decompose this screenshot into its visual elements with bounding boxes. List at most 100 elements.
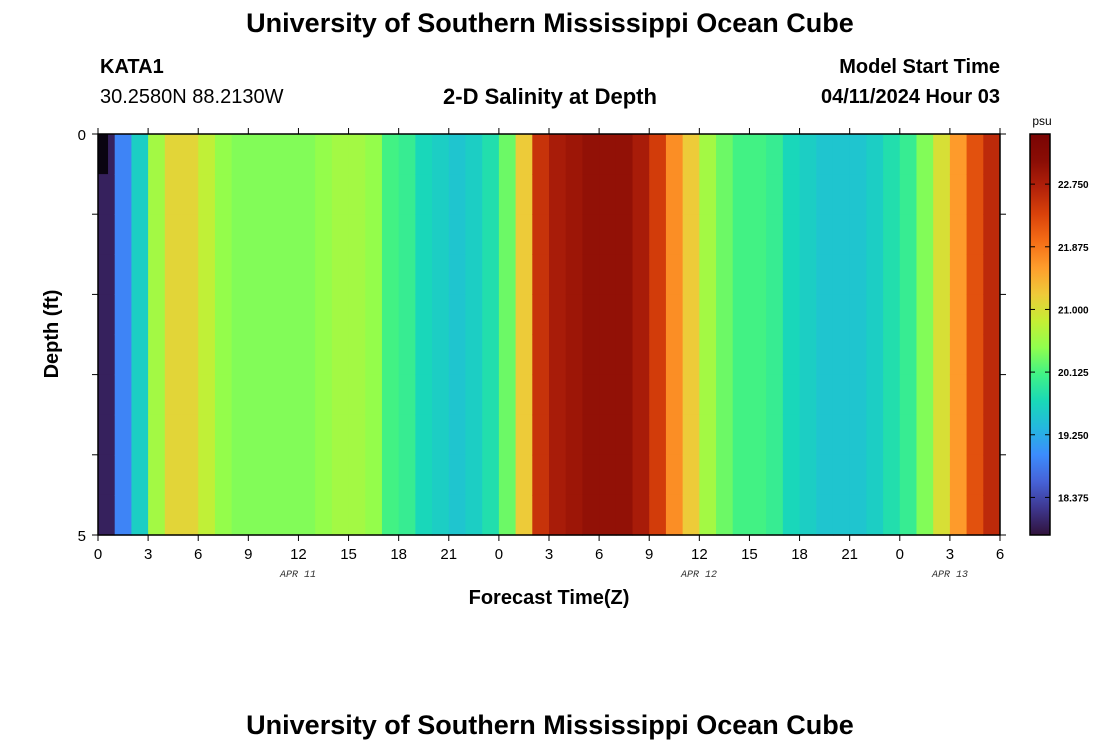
heatmap-cell [699,334,717,376]
heatmap-cell [649,334,667,376]
heatmap-cell [682,254,700,295]
heatmap-cell [181,174,199,215]
heatmap-cell [699,254,717,295]
heatmap-cell [231,374,249,416]
heatmap-cell [983,134,1000,175]
heatmap-cell [649,254,667,295]
heatmap-cell [398,214,416,255]
station-coords: 30.2580N 88.2130W [100,86,284,108]
heatmap-cell [766,254,784,295]
heatmap-cell [899,494,918,536]
heatmap-cell [131,414,149,456]
heatmap-cell [432,214,450,255]
y-axis: 05 [78,127,1006,545]
heatmap-cell [565,494,583,536]
heatmap-cell [131,254,149,295]
heatmap-cell [949,254,968,295]
heatmap-cell [966,454,984,496]
heatmap-cell [231,494,249,536]
heatmap-cell [148,334,166,376]
model-start-value: 04/11/2024 Hour 03 [820,86,1000,108]
heatmap-cell [465,374,483,416]
x-tick-label: 0 [495,546,503,563]
x-tick-label: 0 [896,546,904,563]
heatmap-cell [198,454,216,496]
heatmap-cell [498,454,517,496]
x-tick-label: 0 [94,546,102,563]
heatmap-cell [482,294,500,336]
heatmap-cell [549,374,567,416]
heatmap-cell [98,454,116,496]
heatmap-cell [448,294,467,336]
heatmap-cell [515,294,533,336]
heatmap-cell [465,454,483,496]
heatmap-cell [281,174,300,215]
heatmap-cell [933,134,951,175]
heatmap-cell [482,454,500,496]
heatmap-cell [615,374,634,416]
heatmap-cell [532,454,550,496]
heatmap-cell [799,214,817,255]
x-tick-label: 3 [545,546,553,563]
heatmap-cell [231,454,249,496]
heatmap-cell [582,374,600,416]
heatmap-cell [732,254,751,295]
heatmap-cell [498,414,517,456]
heatmap-cell [231,294,249,336]
heatmap-cell [782,294,801,336]
heatmap-cell [599,414,617,456]
heatmap-cell [949,494,968,536]
heatmap-cell [966,294,984,336]
heatmap-cell [565,134,583,175]
heatmap-cell [632,414,650,456]
heatmap-cell [365,214,383,255]
heatmap-cell [899,294,918,336]
heatmap-cell [749,174,767,215]
heatmap-cell [816,254,834,295]
heatmap-cell [866,414,884,456]
heatmap-cell [114,494,132,536]
heatmap-cell [716,334,734,376]
heatmap-cell [649,294,667,336]
heatmap-cell [916,294,934,336]
heatmap-cell [365,414,383,456]
heatmap-cell [114,414,132,456]
heatmap-cell [749,494,767,536]
heatmap-cell [849,454,867,496]
heatmap-cell [549,214,567,255]
heatmap-cell [465,494,483,536]
heatmap-cell [365,494,383,536]
heatmap-cell [148,454,166,496]
heatmap-cell [716,454,734,496]
heatmap-cell [549,174,567,215]
heatmap-cell [716,134,734,175]
heatmap-cell [799,134,817,175]
heatmap-cell [148,374,166,416]
heatmap-cell [916,174,934,215]
heatmap-cell [549,454,567,496]
heatmap-cell [415,174,433,215]
heatmap-cell [214,334,233,376]
heatmap-cell [315,134,333,175]
heatmap-cell [148,134,166,175]
heatmap-cell [782,174,801,215]
heatmap-cell [883,254,901,295]
heatmap-cell [331,214,350,255]
heatmap-cell [398,294,416,336]
heatmap-cell [381,294,400,336]
x-tick-label: 6 [194,546,202,563]
heatmap-cell [716,294,734,336]
colorbar-tick-label: 20.125 [1058,368,1089,379]
heatmap-cell [381,134,400,175]
heatmap-cell [832,254,851,295]
heatmap-cell [866,334,884,376]
heatmap-cell [498,134,517,175]
x-tick-label: 9 [645,546,653,563]
heatmap-cell [665,374,684,416]
heatmap-cell [599,334,617,376]
heatmap-cell [181,134,199,175]
heatmap-cell [766,334,784,376]
heatmap-cell [181,214,199,255]
heatmap-cell [114,374,132,416]
heatmap-cell [248,334,266,376]
